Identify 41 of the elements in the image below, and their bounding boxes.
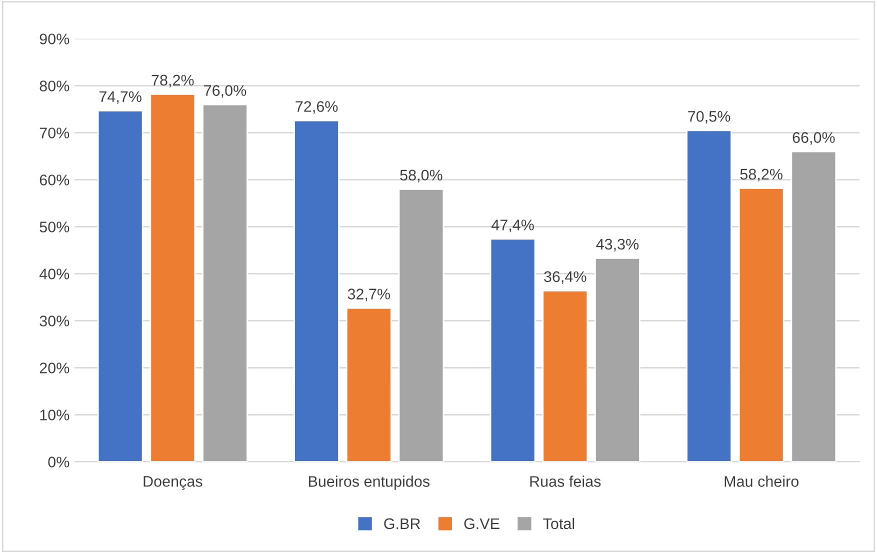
y-tick-label: 0% [48, 456, 70, 468]
legend-label: G.VE [464, 518, 500, 530]
x-tick-label: Bueiros entupidos [308, 476, 430, 490]
bar [97, 110, 144, 462]
legend-label: G.BR [384, 518, 420, 530]
data-label: 72,6% [296, 101, 338, 114]
x-tick-label: Ruas feias [530, 476, 601, 487]
bar [594, 258, 640, 462]
data-label: 43,3% [596, 238, 639, 252]
data-label: 58,2% [740, 168, 782, 182]
bar [686, 130, 732, 462]
data-label: 76,0% [204, 85, 246, 98]
bar [490, 238, 536, 462]
data-label: 66,0% [792, 132, 835, 145]
bar [294, 120, 340, 462]
data-label: 74,7% [99, 91, 142, 104]
bar [542, 290, 588, 462]
x-tick-label: Mau cheiro [724, 476, 798, 487]
data-label: 58,0% [400, 170, 442, 182]
bar [202, 104, 248, 462]
bar [150, 93, 196, 462]
bar [346, 307, 392, 462]
x-tick-label: Doenças [144, 476, 202, 490]
y-tick-label: 20% [40, 362, 70, 374]
y-tick-label: 70% [40, 128, 70, 138]
data-label: 36,4% [544, 271, 586, 284]
data-label: 47,4% [491, 220, 534, 232]
y-tick-label: 40% [39, 268, 70, 280]
y-tick-label: 80% [40, 80, 70, 92]
y-tick-label: 30% [40, 316, 70, 326]
data-label: 78,2% [152, 74, 194, 88]
data-label: 32,7% [348, 288, 390, 302]
legend-label: Total [543, 518, 574, 530]
y-tick-label: 90% [40, 34, 70, 44]
y-tick-label: 10% [40, 410, 70, 420]
bar [738, 187, 784, 462]
y-tick-label: 50% [40, 222, 70, 232]
bar [790, 150, 837, 462]
y-tick-label: 60% [40, 174, 70, 186]
bar [398, 188, 444, 462]
data-label: 70,5% [688, 110, 730, 124]
